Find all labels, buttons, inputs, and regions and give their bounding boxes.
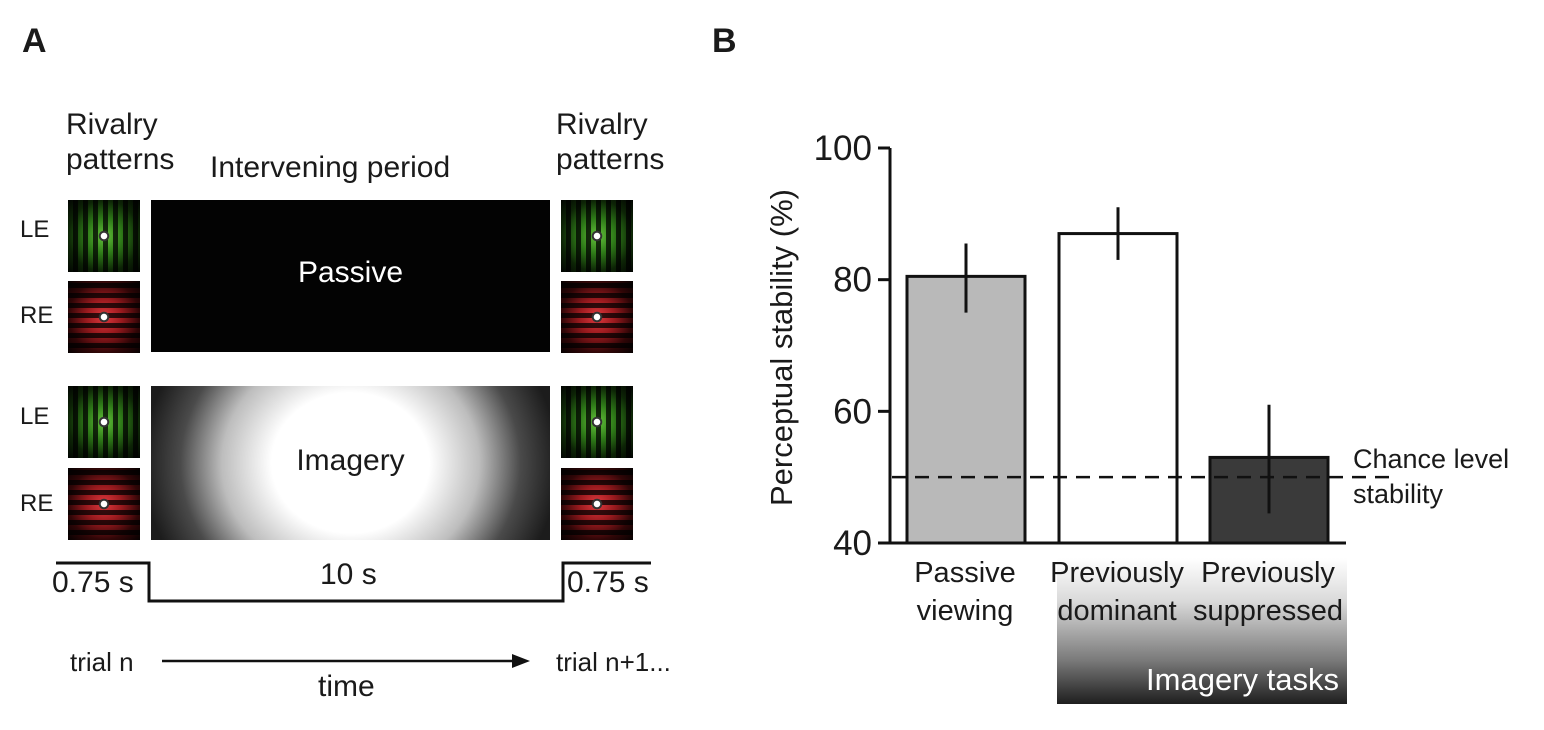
- x-category-label: viewing: [917, 595, 1014, 627]
- timing-diagram: [56, 561, 651, 668]
- chance-level-line1: Chance level: [1353, 444, 1510, 474]
- panel-b-letter: B: [712, 22, 737, 60]
- red-grating-patch: [561, 468, 633, 540]
- duration-middle: 10 s: [320, 558, 377, 591]
- time-axis-label: time: [318, 670, 375, 703]
- x-category-label: dominant: [1057, 595, 1176, 627]
- y-tick-label: 40: [833, 524, 872, 563]
- header-right-line2: patterns: [556, 142, 665, 176]
- header-intervening-period: Intervening period: [210, 151, 451, 184]
- y-axis-label: Perceptual stability (%): [764, 189, 799, 506]
- x-category-label: Previously: [1201, 557, 1335, 589]
- header-left-line2: patterns: [66, 142, 175, 176]
- red-grating-patch: [68, 281, 140, 353]
- trial-end-label: trial n+1...: [556, 647, 671, 677]
- red-grating-patch: [68, 468, 140, 540]
- green-grating-patch: [68, 200, 140, 272]
- timing-trace: [56, 561, 651, 603]
- imagery-tasks-label: Imagery tasks: [1146, 662, 1339, 697]
- trial-start-label: trial n: [70, 647, 134, 677]
- passive-period-box: Passive: [151, 200, 550, 352]
- passive-label: Passive: [297, 256, 404, 289]
- time-arrow-head: [512, 654, 530, 668]
- green-grating-patch: [561, 386, 633, 458]
- header-left-rivalry: Rivalry patterns: [66, 108, 174, 177]
- header-left-line1: Rivalry: [66, 108, 158, 141]
- x-category-label: Previously: [1050, 557, 1184, 589]
- duration-right: 0.75 s: [567, 566, 649, 599]
- chance-level-line2: stability: [1353, 479, 1444, 510]
- bar-1: [905, 274, 1027, 545]
- header-right-rivalry: Rivalry patterns: [556, 108, 664, 177]
- duration-left: 0.75 s: [52, 566, 134, 599]
- imagery-label: Imagery: [296, 444, 405, 477]
- y-tick-label: 100: [814, 129, 872, 168]
- header-right-line1: Rivalry: [556, 108, 648, 141]
- red-grating-patch: [561, 281, 633, 353]
- eye-label-re: RE: [20, 490, 54, 517]
- panel-a-letter: A: [22, 22, 47, 60]
- green-grating-patch: [68, 386, 140, 458]
- chance-level-annotation: Chance level stability: [1353, 442, 1509, 512]
- bar-2: [1057, 232, 1179, 545]
- y-tick-label: 60: [833, 392, 872, 431]
- bar-chart: 40 60 80 100 Perceptual stability (%) Passive…: [764, 129, 1390, 627]
- y-tick-label: 80: [833, 261, 872, 300]
- eye-label-le: LE: [20, 403, 50, 430]
- eye-label-re: RE: [20, 302, 54, 329]
- x-category-label: Passive: [914, 557, 1016, 589]
- green-grating-patch: [561, 200, 633, 272]
- x-category-label: suppressed: [1193, 595, 1343, 627]
- eye-label-le: LE: [20, 216, 50, 243]
- imagery-tasks-band: Imagery tasks: [1057, 558, 1347, 704]
- imagery-period-box: Imagery: [151, 386, 550, 540]
